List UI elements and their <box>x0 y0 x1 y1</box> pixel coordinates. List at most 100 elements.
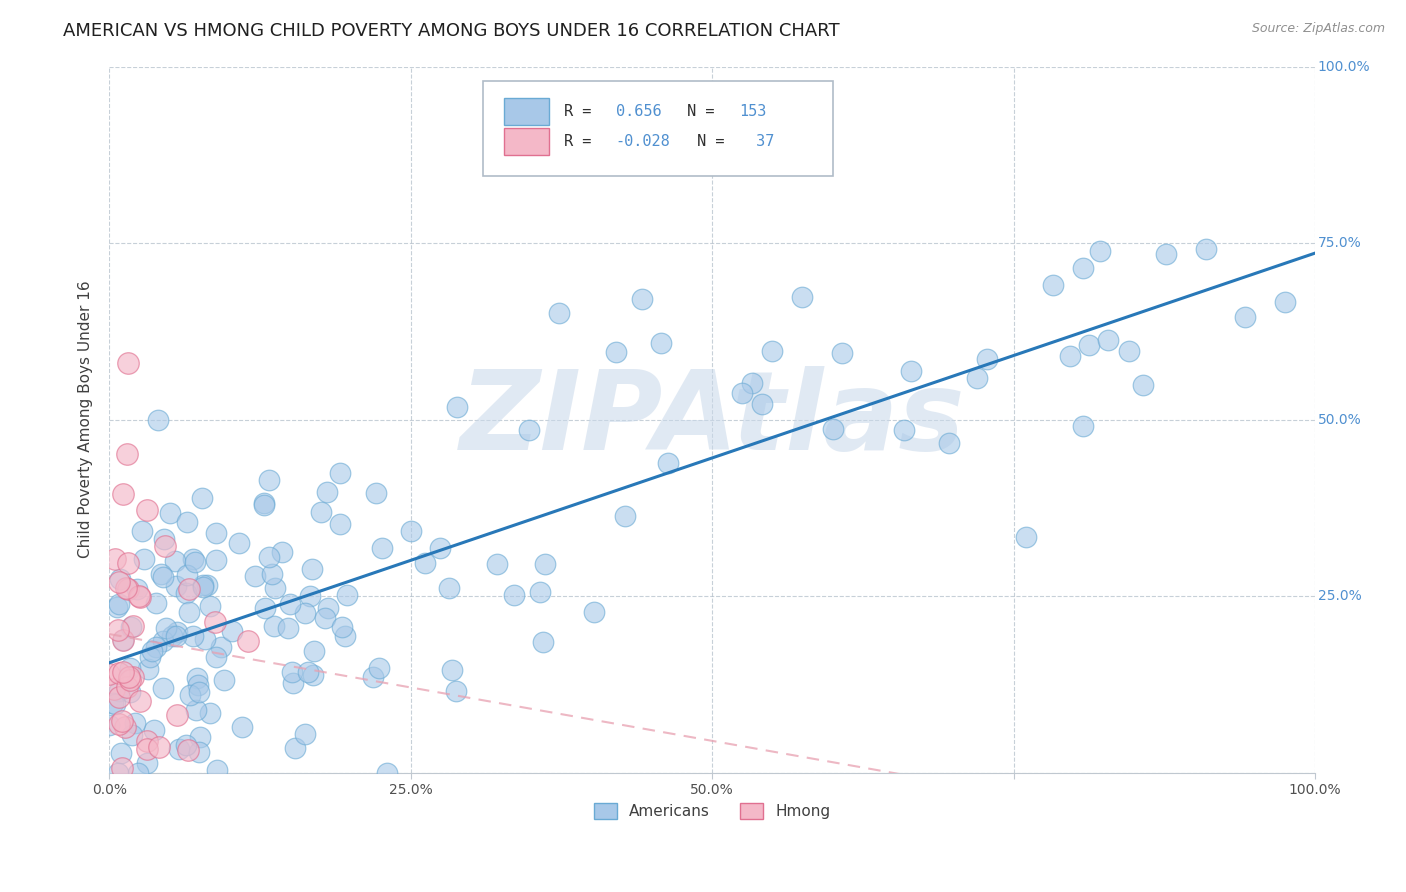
Point <box>152 633 174 648</box>
Point <box>281 675 304 690</box>
Point <box>135 742 157 756</box>
Point <box>121 670 143 684</box>
Point <box>792 290 814 304</box>
Point <box>761 343 783 358</box>
Text: ZIPAtlas: ZIPAtlas <box>460 367 965 473</box>
Point <box>1042 277 1064 292</box>
Point <box>152 681 174 695</box>
Point <box>136 756 159 771</box>
Point <box>111 487 134 501</box>
Point <box>108 690 131 704</box>
Point <box>179 688 201 702</box>
Point <box>281 665 304 679</box>
Text: R =: R = <box>564 134 600 149</box>
FancyBboxPatch shape <box>484 80 832 176</box>
Point <box>336 588 359 602</box>
Point <box>141 643 163 657</box>
Point <box>328 516 350 531</box>
Text: R =: R = <box>564 103 600 119</box>
Text: 100.0%: 100.0% <box>1317 60 1369 74</box>
Point <box>136 662 159 676</box>
Point <box>257 473 280 487</box>
Point <box>294 606 316 620</box>
Point <box>176 586 198 600</box>
Point <box>152 570 174 584</box>
Point <box>284 740 307 755</box>
Point <box>751 397 773 411</box>
Point <box>186 703 208 717</box>
Point <box>900 364 922 378</box>
Point <box>98 666 121 681</box>
Point <box>228 535 250 549</box>
Point <box>257 549 280 564</box>
Point <box>333 629 356 643</box>
Point <box>821 422 844 436</box>
Point <box>143 723 166 738</box>
Point <box>103 681 125 696</box>
Point <box>184 555 207 569</box>
Point <box>191 578 214 592</box>
Point <box>195 578 218 592</box>
Point <box>155 621 177 635</box>
Point <box>118 661 141 675</box>
Point <box>253 498 276 512</box>
Point <box>332 620 354 634</box>
Point <box>221 624 243 639</box>
Point <box>111 632 134 647</box>
Point <box>264 582 287 596</box>
Point <box>301 562 323 576</box>
Point <box>190 731 212 745</box>
Point <box>110 746 132 760</box>
Point <box>446 400 468 414</box>
Text: N =: N = <box>679 103 724 119</box>
Point <box>741 376 763 391</box>
Point <box>114 720 136 734</box>
Point <box>107 765 129 780</box>
Point <box>148 412 170 426</box>
Point <box>302 668 325 682</box>
Point <box>145 640 167 655</box>
Point <box>368 661 391 675</box>
Point <box>108 572 131 586</box>
Point <box>236 634 259 648</box>
Text: 25.0%: 25.0% <box>1317 590 1361 603</box>
Point <box>149 566 172 581</box>
Point <box>166 624 188 639</box>
Point <box>371 541 394 555</box>
Point <box>302 644 325 658</box>
Point <box>361 669 384 683</box>
Point <box>375 765 398 780</box>
Point <box>101 696 124 710</box>
Point <box>139 650 162 665</box>
Point <box>205 649 228 664</box>
Point <box>205 552 228 566</box>
Point <box>1088 244 1111 258</box>
Point <box>214 673 236 687</box>
Point <box>121 619 143 633</box>
Text: 0.656: 0.656 <box>616 103 661 119</box>
Point <box>260 567 283 582</box>
Point <box>1059 349 1081 363</box>
Point <box>976 352 998 367</box>
Point <box>115 581 138 595</box>
Point <box>294 727 316 741</box>
Point <box>437 582 460 596</box>
Point <box>128 589 150 603</box>
Point <box>104 551 127 566</box>
Legend: Americans, Hmong: Americans, Hmong <box>588 797 837 825</box>
Point <box>177 582 200 597</box>
Point <box>104 698 127 712</box>
Point <box>605 345 627 359</box>
Text: 50.0%: 50.0% <box>1317 413 1361 426</box>
Point <box>1073 260 1095 275</box>
Text: 37: 37 <box>747 134 775 149</box>
Point <box>112 633 135 648</box>
Point <box>121 728 143 742</box>
Bar <box>503 97 550 125</box>
Point <box>128 590 150 604</box>
Point <box>187 745 209 759</box>
Y-axis label: Child Poverty Among Boys Under 16: Child Poverty Among Boys Under 16 <box>79 281 93 558</box>
Bar <box>503 128 550 155</box>
Point <box>1118 344 1140 359</box>
Point <box>1156 246 1178 260</box>
